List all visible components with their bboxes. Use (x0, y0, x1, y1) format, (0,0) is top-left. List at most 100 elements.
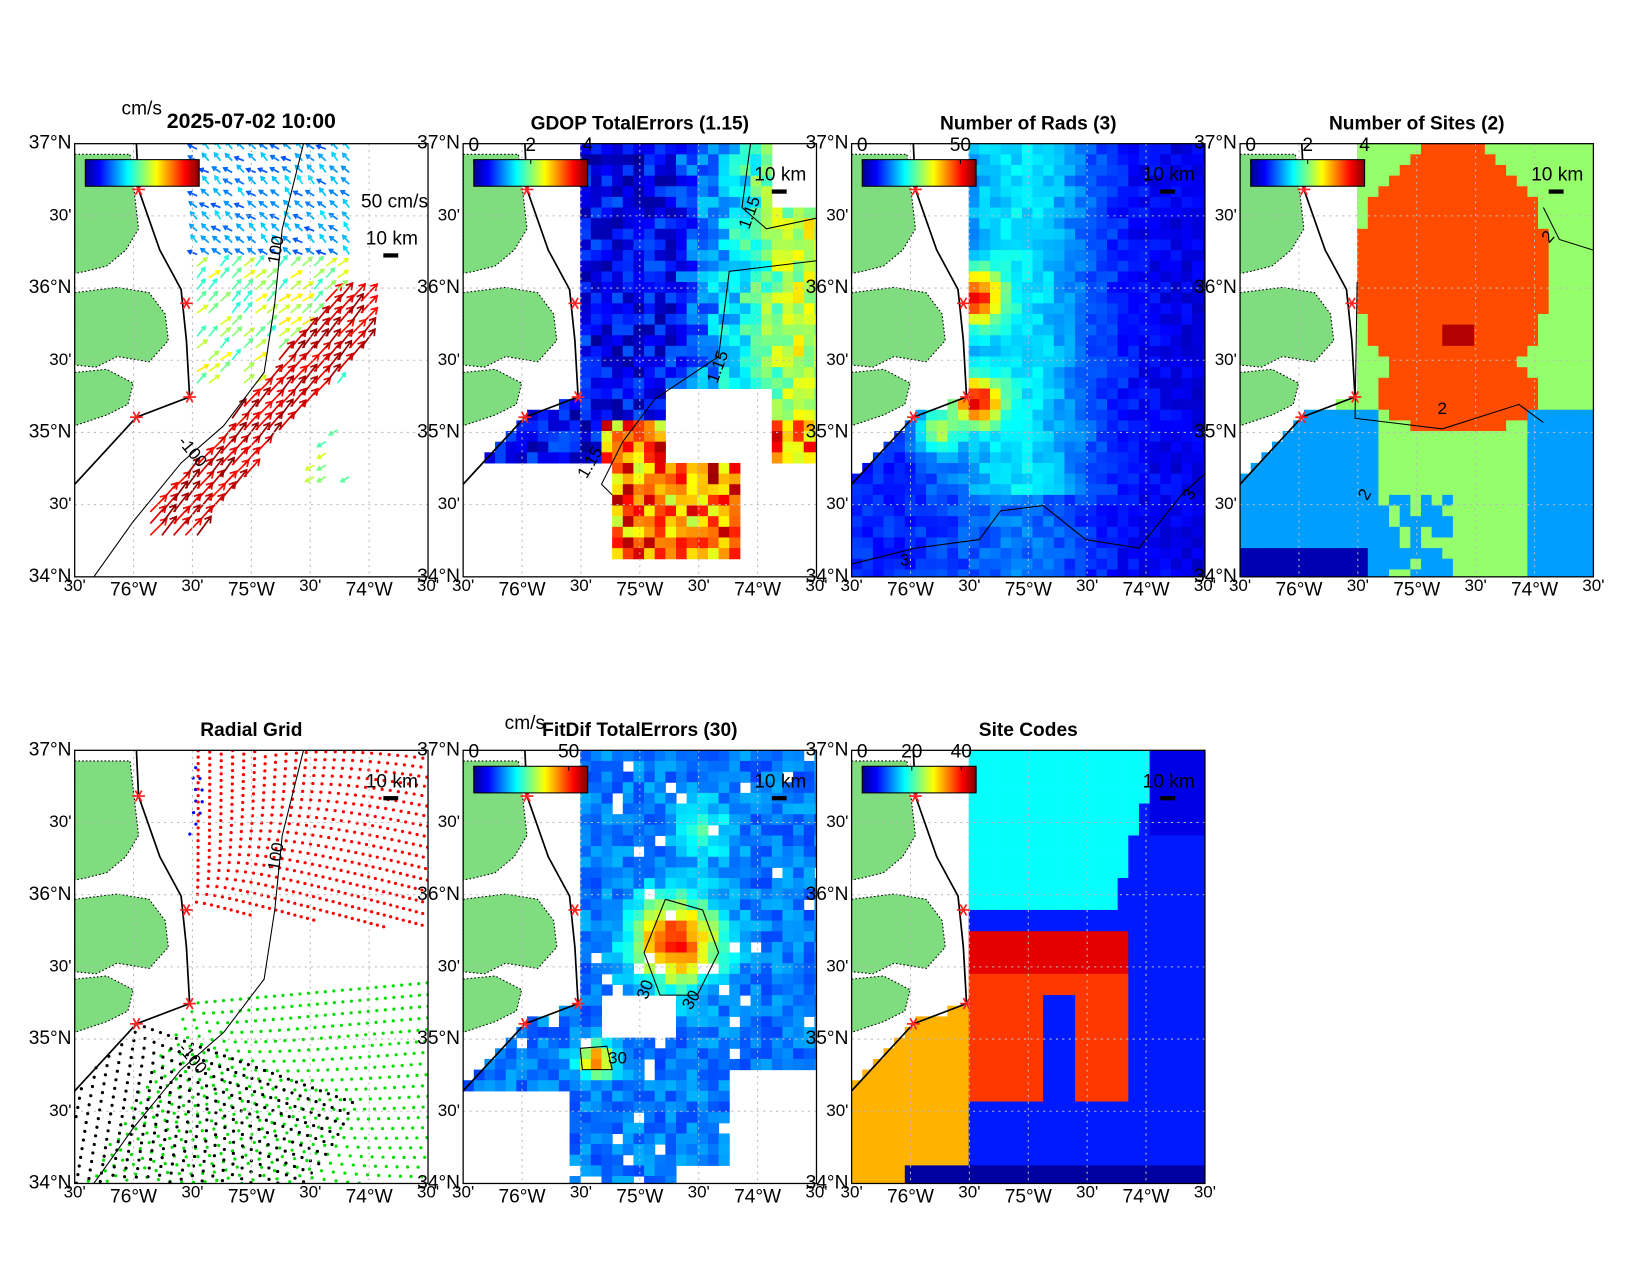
field-cell (1506, 144, 1517, 155)
field-cell (1400, 506, 1411, 517)
field-cell (1075, 197, 1086, 208)
radial-grid-point (124, 1167, 127, 1170)
field-cell (1368, 420, 1379, 431)
field-cell (633, 484, 644, 495)
field-cell (1150, 388, 1161, 399)
radial-grid-point (203, 902, 206, 905)
field-cell (1022, 559, 1033, 570)
field-cell (633, 378, 644, 389)
field-cell (665, 335, 676, 346)
radial-grid-point (290, 1079, 293, 1082)
radial-grid-point (299, 1094, 302, 1097)
radial-grid-point (159, 1144, 162, 1147)
field-cell (729, 154, 740, 165)
field-cell (1150, 378, 1161, 389)
field-cell (1453, 176, 1464, 187)
radial-grid-point (197, 775, 200, 778)
field-cell (1378, 410, 1389, 421)
field-cell (1107, 261, 1118, 272)
field-cell (1485, 154, 1496, 165)
field-cell (1357, 218, 1368, 229)
field-cell (1075, 420, 1086, 431)
radial-grid-point (175, 1120, 178, 1123)
field-cell (1011, 516, 1022, 527)
field-cell (1011, 410, 1022, 421)
field-cell (1559, 208, 1570, 219)
radial-grid-point (304, 1089, 307, 1092)
radial-grid-point (338, 783, 341, 786)
field-cell (1139, 484, 1150, 495)
field-cell (676, 218, 687, 229)
field-cell (1192, 410, 1203, 421)
radial-grid-point (228, 853, 231, 856)
lon-label: 76°W (110, 580, 157, 601)
field-cell (926, 506, 937, 517)
field-cell (1389, 378, 1400, 389)
field-cell (958, 484, 969, 495)
field-cell (1368, 218, 1379, 229)
field-cell (1325, 516, 1336, 527)
field-cell (708, 463, 719, 474)
field-cell (1033, 197, 1044, 208)
field-cell (602, 197, 613, 208)
field-cell (1517, 165, 1528, 176)
field-cell (676, 144, 687, 155)
field-cell (1128, 250, 1139, 261)
field-cell (1581, 442, 1592, 453)
radial-grid-point (207, 1067, 210, 1070)
field-cell (1506, 314, 1517, 325)
radial-grid-point (405, 841, 408, 844)
field-cell (873, 463, 884, 474)
field-cell (782, 452, 793, 463)
radial-grid-point (402, 1156, 405, 1159)
radial-grid-point (357, 841, 360, 844)
radial-grid-point (298, 1049, 301, 1052)
field-cell (772, 250, 783, 261)
field-cell (1485, 452, 1496, 463)
field-cell (1128, 346, 1139, 357)
radial-grid-point (354, 794, 357, 797)
field-cell (1421, 314, 1432, 325)
radial-grid-point (350, 1127, 353, 1130)
field-cell (740, 165, 751, 176)
radial-grid-point (143, 1025, 146, 1028)
radial-grid-point (332, 912, 335, 915)
field-cell (1150, 335, 1161, 346)
field-cell (1549, 144, 1560, 155)
radial-grid-point (396, 905, 399, 908)
field-cell (1495, 474, 1506, 485)
field-cell (1538, 442, 1549, 453)
radial-grid-point (247, 1100, 250, 1103)
field-cell (761, 229, 772, 240)
radial-grid-point (170, 1059, 173, 1062)
field-cell (1506, 410, 1517, 421)
radial-grid-point (324, 1153, 327, 1156)
field-cell (633, 335, 644, 346)
distance-bar (1160, 189, 1175, 193)
radial-grid-point (320, 1169, 323, 1172)
field-cell (623, 303, 634, 314)
radial-grid-point (335, 1088, 338, 1091)
field-cell (1357, 293, 1368, 304)
field-cell (676, 506, 687, 517)
field-cell (1075, 293, 1086, 304)
field-cell (729, 527, 740, 538)
radial-grid-point (164, 1162, 167, 1165)
field-cell (1368, 410, 1379, 421)
field-cell (644, 357, 655, 368)
field-cell (1506, 378, 1517, 389)
field-cell (644, 388, 655, 399)
radial-grid-point (392, 1156, 395, 1159)
field-cell (1043, 303, 1054, 314)
field-cell (1517, 176, 1528, 187)
radial-grid-point (302, 782, 305, 785)
radial-grid-point (262, 799, 265, 802)
field-cell (1400, 378, 1411, 389)
field-cell (1022, 186, 1033, 197)
field-cell (1192, 239, 1203, 250)
field-cell (782, 325, 793, 336)
radial-grid-point (183, 1150, 186, 1153)
field-cell (793, 357, 804, 368)
